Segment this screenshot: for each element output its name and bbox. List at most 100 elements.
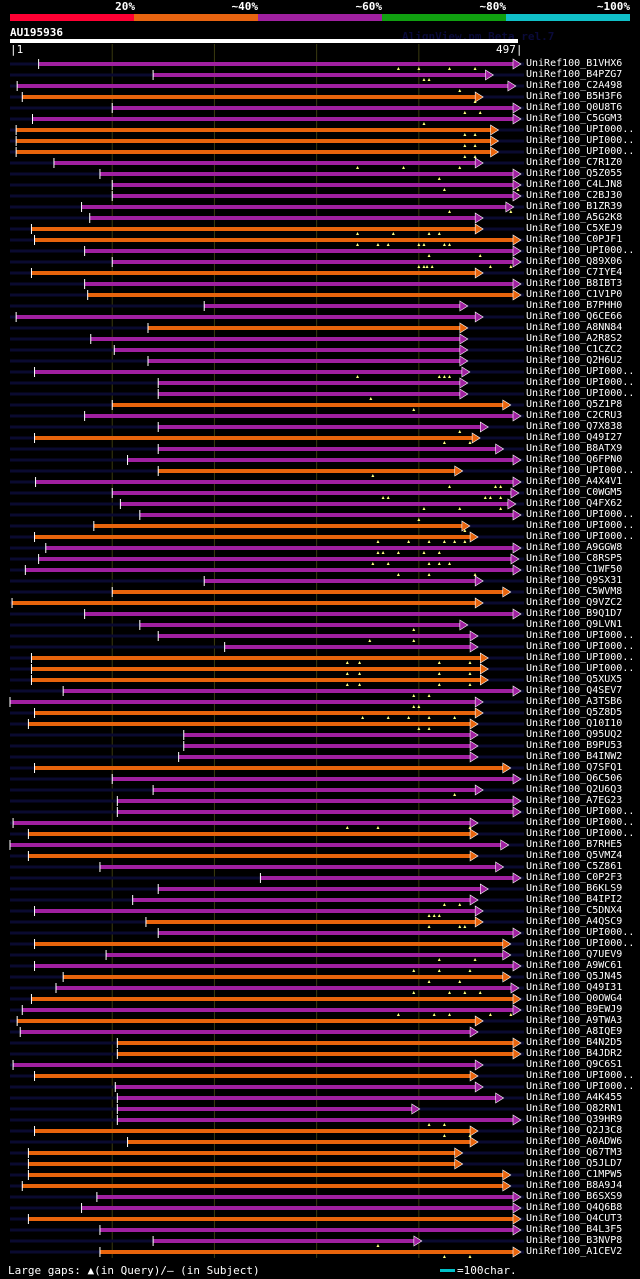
hit-label[interactable]: UniRef100_A4K455 <box>526 1092 623 1103</box>
hit-label[interactable]: UniRef100_Q9VZC2 <box>526 597 623 608</box>
hit-row[interactable] <box>9 839 524 851</box>
hit-row[interactable] <box>10 190 524 202</box>
hit-row[interactable] <box>10 465 524 477</box>
hit-label[interactable]: UniRef100_Q82RN1 <box>526 1103 623 1114</box>
hit-label[interactable]: UniRef100_UPI000.. <box>526 366 635 377</box>
hit-label[interactable]: UniRef100_Q10I10 <box>526 718 623 729</box>
hit-row[interactable] <box>10 806 524 818</box>
hit-row[interactable] <box>10 1246 524 1258</box>
hit-row[interactable] <box>10 1136 524 1148</box>
hit-label[interactable]: UniRef100_A8IQE9 <box>526 1026 623 1037</box>
hit-label[interactable]: UniRef100_A4X4V1 <box>526 476 623 487</box>
hit-label[interactable]: UniRef100_B8A9J4 <box>526 1180 623 1191</box>
hit-row[interactable] <box>10 1213 524 1225</box>
hit-label[interactable]: UniRef100_B4L3F5 <box>526 1224 623 1235</box>
hit-label[interactable]: UniRef100_UPI000.. <box>526 124 635 135</box>
hit-label[interactable]: UniRef100_UPI000.. <box>526 1081 635 1092</box>
hit-label[interactable]: UniRef100_UPI000.. <box>526 531 635 542</box>
hit-row[interactable] <box>10 410 524 422</box>
hit-row[interactable] <box>10 267 524 279</box>
hit-label[interactable]: UniRef100_Q89X06 <box>526 256 623 267</box>
hit-row[interactable] <box>10 58 524 70</box>
hit-label[interactable]: UniRef100_B1VHX6 <box>526 58 623 69</box>
hit-label[interactable]: UniRef100_UPI000.. <box>526 938 635 949</box>
hit-row[interactable] <box>10 1191 524 1203</box>
hit-row[interactable] <box>10 630 524 642</box>
hit-label[interactable]: UniRef100_A8NN84 <box>526 322 623 333</box>
hit-row[interactable] <box>10 333 524 345</box>
hit-label[interactable]: UniRef100_Q95UQ2 <box>526 729 623 740</box>
hit-label[interactable]: UniRef100_C0P2F3 <box>526 872 623 883</box>
hit-label[interactable]: UniRef100_UPI000.. <box>526 388 635 399</box>
hit-row[interactable] <box>10 982 524 994</box>
hit-row[interactable] <box>10 322 524 334</box>
hit-label[interactable]: UniRef100_Q5JN45 <box>526 971 623 982</box>
hit-row[interactable] <box>10 718 524 730</box>
hit-label[interactable]: UniRef100_A9WC61 <box>526 960 623 971</box>
hit-row[interactable] <box>10 1059 524 1071</box>
hit-label[interactable]: UniRef100_Q9LVN1 <box>526 619 623 630</box>
hit-row[interactable] <box>10 619 524 631</box>
hit-label[interactable]: UniRef100_Q4SEV7 <box>526 685 623 696</box>
hit-row[interactable] <box>10 1125 524 1137</box>
hit-row[interactable] <box>10 1004 524 1016</box>
hit-row[interactable] <box>10 388 524 400</box>
hit-label[interactable]: UniRef100_C0PJF1 <box>526 234 623 245</box>
hit-row[interactable] <box>10 520 524 532</box>
hit-row[interactable] <box>10 311 524 323</box>
hit-row[interactable] <box>10 1015 524 1027</box>
hit-row[interactable] <box>9 696 524 708</box>
hit-label[interactable]: UniRef100_UPI000.. <box>526 465 635 476</box>
hit-label[interactable]: UniRef100_UPI000.. <box>526 520 635 531</box>
hit-row[interactable] <box>10 1092 524 1104</box>
hit-row[interactable] <box>10 124 524 136</box>
hit-row[interactable] <box>10 300 524 312</box>
hit-row[interactable] <box>10 894 524 906</box>
hit-row[interactable] <box>10 531 524 543</box>
hit-row[interactable] <box>10 1224 524 1236</box>
hit-row[interactable] <box>10 663 524 675</box>
hit-label[interactable]: UniRef100_Q5XUX5 <box>526 674 623 685</box>
hit-row[interactable] <box>10 421 524 433</box>
hit-label[interactable]: UniRef100_B1ZR39 <box>526 201 623 212</box>
hit-row[interactable] <box>10 179 524 191</box>
hit-row[interactable] <box>10 1202 524 1214</box>
hit-label[interactable]: UniRef100_C1MPW5 <box>526 1169 623 1180</box>
hit-label[interactable]: UniRef100_A4QSC9 <box>526 916 623 927</box>
hit-label[interactable]: UniRef100_C4LJN8 <box>526 179 623 190</box>
hit-label[interactable]: UniRef100_A7EG23 <box>526 795 623 806</box>
hit-row[interactable] <box>10 586 524 598</box>
hit-row[interactable] <box>10 608 524 620</box>
hit-label[interactable]: UniRef100_UPI000.. <box>526 641 635 652</box>
hit-row[interactable] <box>10 883 524 895</box>
hit-row[interactable] <box>10 1037 524 1049</box>
hit-label[interactable]: UniRef100_UPI000.. <box>526 1070 635 1081</box>
hit-label[interactable]: UniRef100_UPI000.. <box>526 135 635 146</box>
hit-label[interactable]: UniRef100_UPI000.. <box>526 245 635 256</box>
hit-label[interactable]: UniRef100_B9EWJ9 <box>526 1004 623 1015</box>
hit-label[interactable]: UniRef100_Q4CUT3 <box>526 1213 623 1224</box>
hit-row[interactable] <box>10 773 524 785</box>
hit-label[interactable]: UniRef100_B3NVP8 <box>526 1235 623 1246</box>
hit-row[interactable] <box>10 509 524 521</box>
hit-label[interactable]: UniRef100_C1CZC2 <box>526 344 623 355</box>
hit-row[interactable] <box>10 399 524 411</box>
hit-label[interactable]: UniRef100_Q2H6U2 <box>526 355 623 366</box>
hit-label[interactable]: UniRef100_Q39HR9 <box>526 1114 623 1125</box>
hit-label[interactable]: UniRef100_A1CEV2 <box>526 1246 623 1257</box>
hit-label[interactable]: UniRef100_C5XEJ9 <box>526 223 623 234</box>
hit-row[interactable] <box>10 289 524 301</box>
hit-row[interactable] <box>10 256 524 268</box>
hit-row[interactable] <box>10 1235 524 1247</box>
hit-row[interactable] <box>10 1158 524 1170</box>
hit-label[interactable]: UniRef100_Q4FX62 <box>526 498 623 509</box>
hit-row[interactable] <box>10 751 524 763</box>
hit-row[interactable] <box>10 641 524 653</box>
hit-row[interactable] <box>10 575 524 587</box>
hit-label[interactable]: UniRef100_Q0U8T6 <box>526 102 623 113</box>
hit-label[interactable]: UniRef100_B7RHE5 <box>526 839 623 850</box>
hit-label[interactable]: UniRef100_C8RSP5 <box>526 553 623 564</box>
hit-row[interactable] <box>10 828 524 840</box>
hit-row[interactable] <box>10 795 524 807</box>
hit-label[interactable]: UniRef100_C5GGM3 <box>526 113 623 124</box>
